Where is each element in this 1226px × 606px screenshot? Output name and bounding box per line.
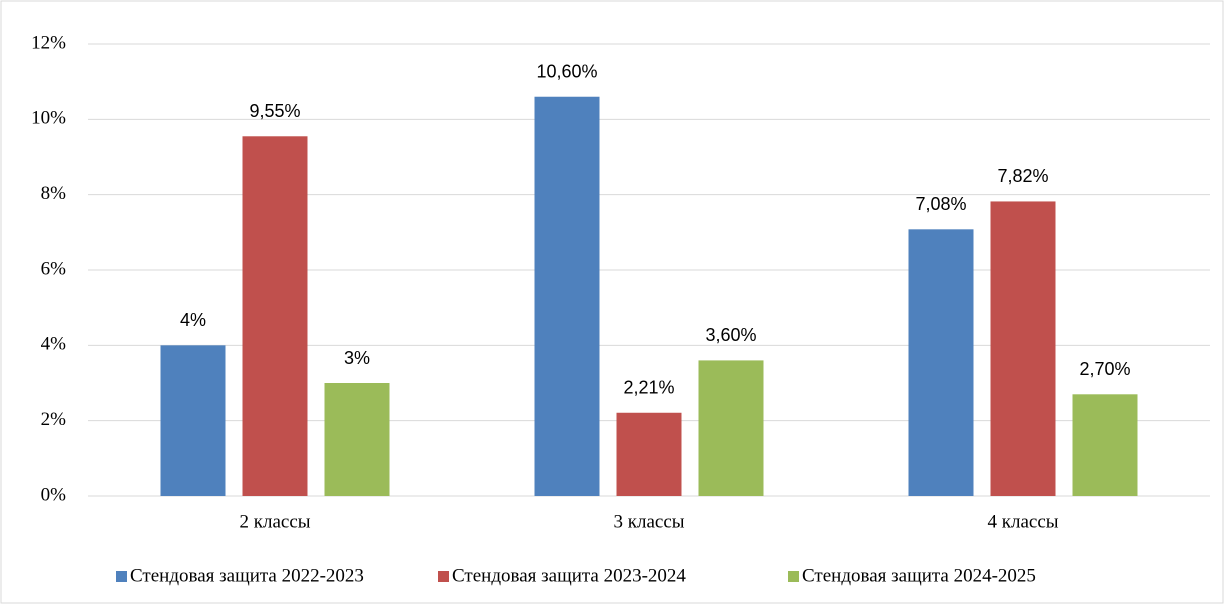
- legend-label: Стендовая защита 2023-2024: [452, 565, 686, 586]
- bar: [616, 412, 682, 496]
- bar: [908, 229, 974, 496]
- x-tick-label: 2 классы: [239, 511, 310, 532]
- legend-swatch: [116, 571, 127, 582]
- data-label: 9,55%: [249, 101, 300, 121]
- legend-swatch: [438, 571, 449, 582]
- legend-swatch: [788, 571, 799, 582]
- data-label: 3%: [344, 348, 370, 368]
- bar: [698, 360, 764, 496]
- bar: [324, 383, 390, 496]
- bar: [160, 345, 226, 496]
- legend-label: Стендовая защита 2024-2025: [802, 565, 1036, 586]
- data-label: 2,21%: [623, 378, 674, 398]
- bar: [534, 96, 600, 496]
- y-tick-label: 4%: [41, 334, 67, 355]
- y-tick-label: 6%: [41, 258, 67, 279]
- data-label: 4%: [180, 310, 206, 330]
- y-tick-label: 0%: [41, 484, 67, 505]
- y-tick-label: 8%: [41, 183, 67, 204]
- data-label: 3,60%: [705, 325, 756, 345]
- y-tick-label: 12%: [31, 32, 66, 53]
- data-label: 10,60%: [536, 61, 597, 81]
- data-label: 7,82%: [997, 166, 1048, 186]
- y-tick-label: 10%: [31, 108, 66, 129]
- data-label: 7,08%: [915, 194, 966, 214]
- x-tick-label: 4 классы: [987, 511, 1058, 532]
- bar: [242, 136, 308, 497]
- data-label: 2,70%: [1079, 359, 1130, 379]
- bar: [1072, 394, 1138, 496]
- legend-label: Стендовая защита 2022-2023: [130, 565, 364, 586]
- y-tick-label: 2%: [41, 409, 67, 430]
- bar: [990, 201, 1056, 497]
- x-tick-label: 3 классы: [613, 511, 684, 532]
